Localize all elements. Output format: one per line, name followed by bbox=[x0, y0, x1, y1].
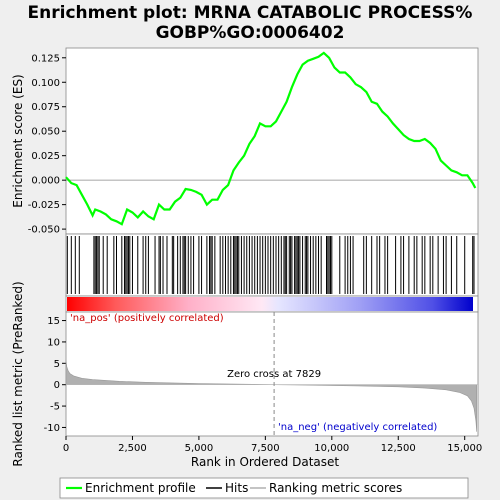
es-y-tick-label: 0.125 bbox=[31, 53, 60, 64]
es-y-tick-label: 0.025 bbox=[31, 151, 60, 162]
metric-y-tick-label: 5 bbox=[54, 359, 60, 370]
x-tick-label: 2,500 bbox=[118, 443, 147, 454]
metric-y-tick-label: 10 bbox=[47, 337, 60, 348]
x-tick-label: 5,000 bbox=[185, 443, 214, 454]
positive-correlation-label: 'na_pos' (positively correlated) bbox=[70, 313, 224, 324]
es-y-tick-label: 0.075 bbox=[31, 102, 60, 113]
hits-marks bbox=[66, 236, 475, 294]
x-tick-label: 10,000 bbox=[314, 443, 349, 454]
es-y-tick-label: 0.050 bbox=[31, 127, 60, 138]
legend-label-hits: Hits bbox=[225, 481, 248, 495]
negative-correlation-label: 'na_neg' (negatively correlated) bbox=[278, 422, 437, 433]
metric-y-tick-label: 0 bbox=[54, 380, 60, 391]
metric-y-tick-label: 15 bbox=[47, 316, 60, 327]
es-y-ticks: -0.050 -0.025 0.000 0.025 0.050 0.075 0.100 0.1… bbox=[28, 53, 66, 236]
es-y-tick-label: -0.025 bbox=[28, 200, 60, 211]
es-y-tick-label: 0.100 bbox=[31, 78, 60, 89]
metric-y-tick-label: -5 bbox=[50, 402, 60, 413]
x-tick-label: 12,500 bbox=[381, 443, 416, 454]
hits-panel bbox=[65, 233, 479, 297]
x-tick-label: 7,500 bbox=[251, 443, 280, 454]
enrichment-profile-line bbox=[65, 51, 477, 226]
metric-x-ticks: 0 2,500 5,000 7,500 10,000 12,500 15,000 bbox=[63, 436, 482, 454]
es-y-axis-label: Enrichment score (ES) bbox=[11, 74, 25, 207]
metric-y-tick-label: -10 bbox=[44, 423, 60, 434]
chart-title-line1: Enrichment plot: MRNA CATABOLIC PROCESS% bbox=[28, 3, 473, 23]
es-y-tick-label: -0.050 bbox=[28, 225, 60, 236]
metric-panel bbox=[65, 311, 479, 437]
x-tick-label: 0 bbox=[63, 443, 69, 454]
legend-label-metric: Ranking metric scores bbox=[269, 481, 402, 495]
x-tick-label: 15,000 bbox=[447, 443, 482, 454]
chart-title-line2: GOBP%GO:0006402 bbox=[156, 23, 345, 43]
metric-y-axis-label: Ranked list metric (PreRanked) bbox=[11, 281, 25, 466]
es-panel bbox=[65, 47, 479, 235]
metric-y-ticks: -10 -5 0 5 10 15 bbox=[44, 316, 66, 434]
x-axis-label: Rank in Ordered Dataset bbox=[191, 455, 339, 469]
zero-cross-label: Zero cross at 7829 bbox=[227, 369, 321, 380]
es-y-tick-label: 0.000 bbox=[31, 176, 60, 187]
legend-label-enrichment: Enrichment profile bbox=[85, 481, 196, 495]
rank-color-bar bbox=[67, 297, 473, 311]
